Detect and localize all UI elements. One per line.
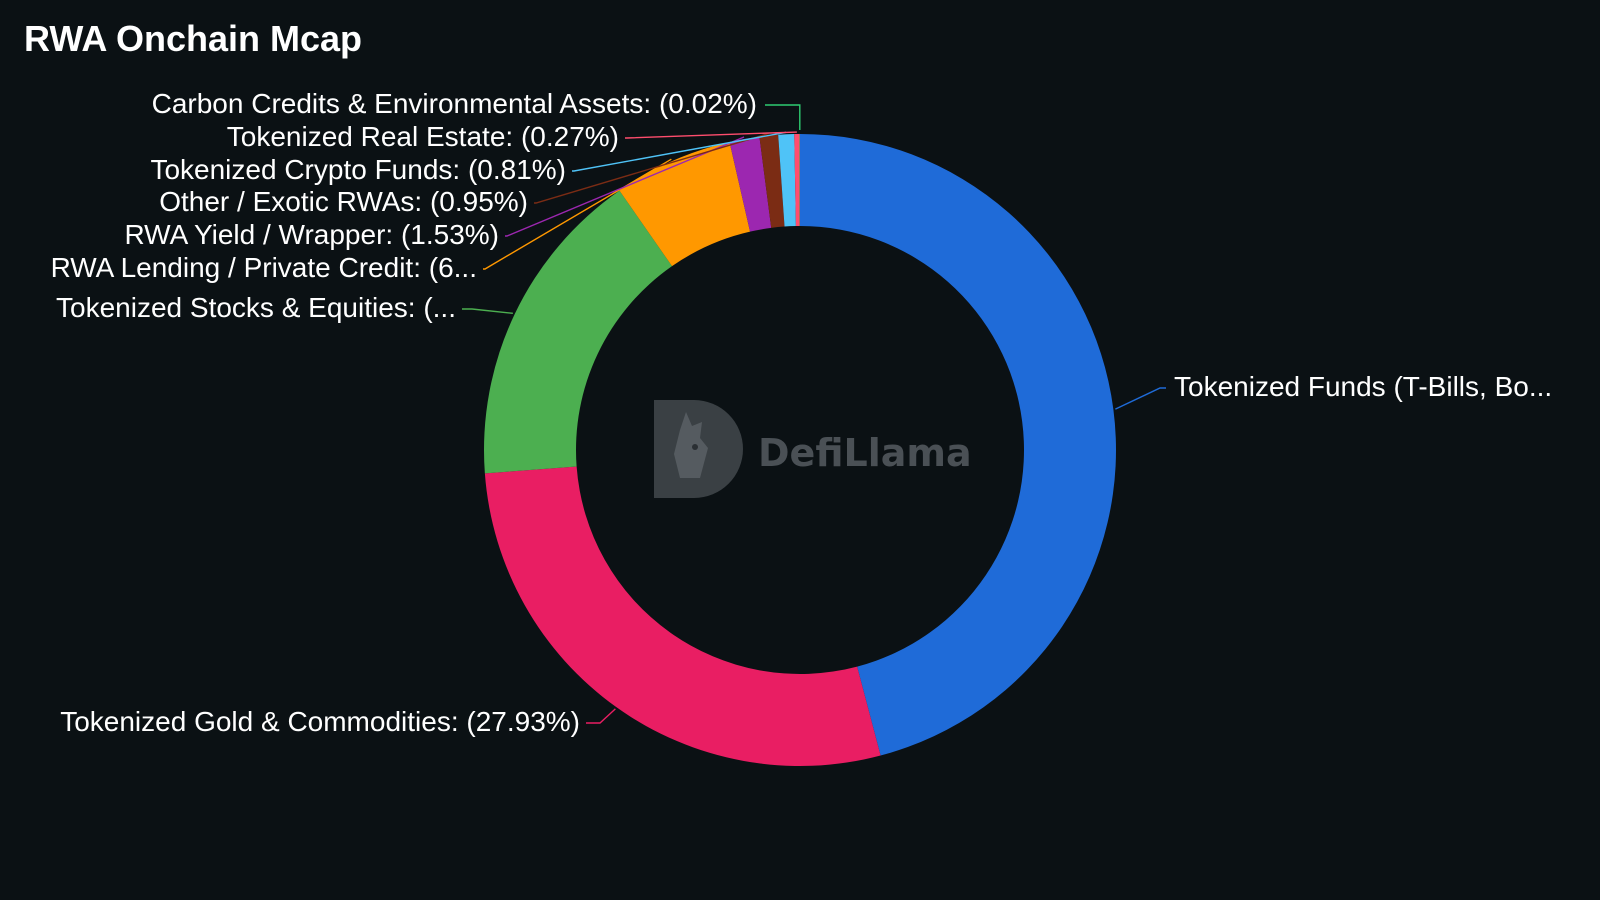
donut-slice[interactable] bbox=[759, 134, 785, 228]
chart-title: RWA Onchain Mcap bbox=[24, 18, 363, 59]
donut-slice[interactable] bbox=[484, 466, 881, 766]
slice-label: Tokenized Crypto Funds: (0.81%) bbox=[150, 154, 566, 185]
slice-label: Other / Exotic RWAs: (0.95%) bbox=[159, 186, 528, 217]
slice-label: Tokenized Stocks & Equities: (... bbox=[56, 292, 456, 323]
slice-label: RWA Lending / Private Credit: (6... bbox=[51, 252, 477, 283]
donut-slice[interactable] bbox=[778, 134, 796, 227]
leader-line bbox=[586, 708, 616, 724]
slice-label: Tokenized Funds (T-Bills, Bo... bbox=[1174, 371, 1552, 402]
leader-line bbox=[462, 308, 513, 315]
slice-label: Carbon Credits & Environmental Assets: (… bbox=[152, 88, 757, 119]
donut-slice[interactable] bbox=[484, 190, 673, 474]
donut-slice[interactable] bbox=[794, 134, 800, 227]
leader-line bbox=[483, 158, 672, 270]
donut-slice[interactable] bbox=[800, 134, 1117, 756]
leader-line bbox=[534, 132, 769, 204]
leader-line bbox=[765, 104, 801, 131]
watermark: DefiLlama bbox=[654, 400, 972, 498]
leader-line bbox=[505, 136, 745, 237]
slice-label: RWA Yield / Wrapper: (1.53%) bbox=[124, 219, 499, 250]
leader-line bbox=[572, 131, 787, 172]
donut-slice[interactable] bbox=[729, 136, 772, 232]
slice-label: Tokenized Gold & Commodities: (27.93%) bbox=[60, 706, 580, 737]
watermark-text: DefiLlama bbox=[758, 431, 972, 475]
slice-label: Tokenized Real Estate: (0.27%) bbox=[227, 121, 619, 152]
donut-slice[interactable] bbox=[619, 141, 751, 267]
leader-line bbox=[1115, 387, 1166, 410]
leader-line bbox=[625, 131, 797, 139]
llama-logo-icon bbox=[654, 400, 743, 498]
